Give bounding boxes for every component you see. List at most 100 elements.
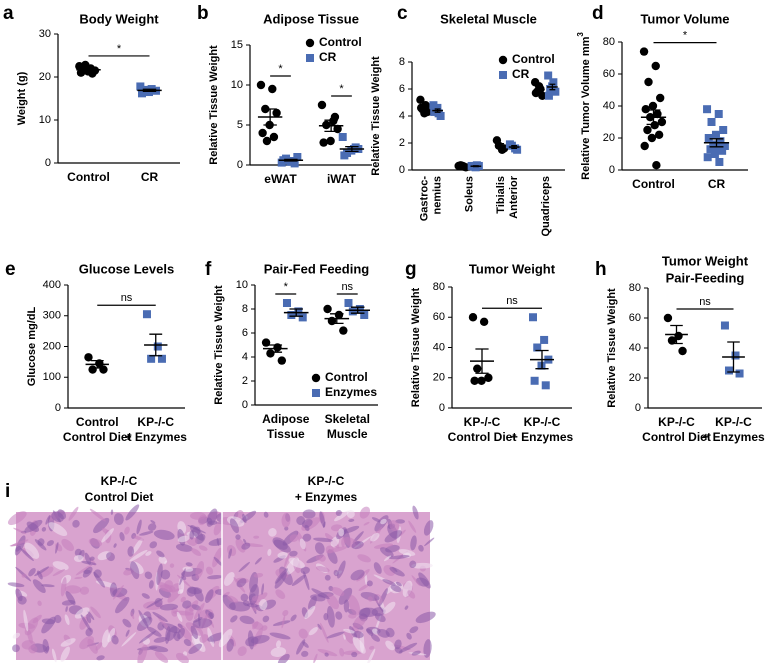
tissue-texture xyxy=(130,561,140,580)
data-point xyxy=(479,317,489,326)
legend-marker xyxy=(499,71,507,79)
data-point xyxy=(473,364,482,373)
panel-title: Body Weight xyxy=(79,11,159,26)
data-point xyxy=(416,95,425,105)
tissue-texture xyxy=(168,583,182,593)
y-tick-label: 60 xyxy=(433,311,445,323)
y-tick-label: 20 xyxy=(433,372,445,384)
error-bar xyxy=(472,165,479,168)
panel-letter: f xyxy=(205,259,212,280)
tissue-texture xyxy=(353,630,364,639)
tissue-texture xyxy=(410,535,417,551)
data-point xyxy=(544,91,553,100)
data-point xyxy=(551,87,560,96)
error-bar xyxy=(498,143,505,149)
tissue-texture xyxy=(205,609,214,619)
tissue-texture xyxy=(352,531,364,544)
data-point xyxy=(714,110,723,118)
tissue-texture xyxy=(298,628,308,639)
tissue-texture xyxy=(383,555,392,562)
y-axis-label-text: Relative Tissue Weight xyxy=(370,56,382,176)
tissue-texture xyxy=(176,574,192,588)
tissue-texture xyxy=(28,567,36,577)
tissue-texture xyxy=(412,505,419,520)
tissue-texture xyxy=(423,520,434,536)
tissue-texture xyxy=(150,520,156,524)
tissue-texture xyxy=(313,653,318,663)
tissue-texture xyxy=(164,560,168,565)
y-axis-label-text: Glucose mg/dL xyxy=(26,306,38,386)
tissue-texture xyxy=(324,652,329,657)
tissue-texture xyxy=(37,600,42,607)
data-point xyxy=(529,313,537,322)
tissue-texture xyxy=(34,539,47,551)
data-point xyxy=(713,143,722,152)
error-bar xyxy=(90,359,104,369)
data-point xyxy=(339,326,348,335)
tissue-texture xyxy=(238,561,250,573)
tissue-texture xyxy=(110,509,114,515)
tissue-texture xyxy=(87,610,95,621)
data-point xyxy=(266,349,275,358)
significance-label: * xyxy=(284,281,289,293)
legend-label: Control xyxy=(325,370,368,384)
tissue-texture xyxy=(176,611,183,622)
panel-title: Tumor Weight xyxy=(469,261,556,276)
x-tick-label: KP-/-C xyxy=(137,415,174,429)
tissue-texture xyxy=(90,606,101,619)
data-point xyxy=(711,130,720,139)
tissue-texture xyxy=(398,642,418,653)
tissue-texture xyxy=(212,547,223,568)
data-point xyxy=(99,365,108,374)
tissue-texture xyxy=(346,510,355,519)
data-point xyxy=(639,47,649,56)
tissue-texture xyxy=(112,584,124,600)
tissue-texture xyxy=(351,541,364,550)
tissue-texture xyxy=(289,534,299,542)
tissue-texture xyxy=(230,615,238,623)
data-point xyxy=(137,89,146,98)
tissue-texture xyxy=(317,623,322,630)
tissue-texture xyxy=(376,628,390,638)
tissue-texture xyxy=(7,511,27,526)
tissue-texture xyxy=(418,544,424,552)
tissue-texture xyxy=(357,554,371,563)
y-axis-label: Relative Tissue Weight xyxy=(370,56,382,176)
tissue-texture xyxy=(398,549,416,556)
tissue-texture xyxy=(326,631,345,639)
panel-title: Pair-Feeding xyxy=(666,270,745,285)
tissue-texture xyxy=(182,600,192,609)
tissue-texture xyxy=(152,611,168,623)
x-tick-label: + Enzymes xyxy=(125,430,188,444)
tissue-texture xyxy=(159,603,179,611)
y-tick-label: 60 xyxy=(629,312,641,324)
tissue-texture xyxy=(409,560,417,569)
tissue-texture xyxy=(267,548,272,557)
data-point xyxy=(326,136,335,146)
y-axis-label-text: Relative Tissue Weight xyxy=(606,288,618,408)
tissue-texture xyxy=(107,627,116,643)
data-point xyxy=(720,321,729,330)
tissue-texture xyxy=(153,529,175,540)
tissue-texture xyxy=(250,635,270,644)
tissue-texture xyxy=(380,547,394,558)
tissue-texture xyxy=(169,563,175,568)
tissue-texture xyxy=(129,549,148,562)
tissue-texture xyxy=(101,629,111,648)
tissue-texture xyxy=(394,639,402,650)
tissue-texture xyxy=(247,630,255,650)
tissue-texture xyxy=(154,651,169,663)
tissue-texture xyxy=(184,605,194,621)
data-point xyxy=(355,305,364,313)
x-tick-label: Control Diet xyxy=(642,430,711,444)
tissue-texture xyxy=(311,588,330,600)
tissue-texture xyxy=(149,645,169,653)
data-point xyxy=(256,80,266,90)
tissue-texture xyxy=(177,627,185,640)
tissue-texture xyxy=(12,644,20,653)
y-axis-label: Relative Tissue Weight xyxy=(213,285,225,405)
image-label: Control Diet xyxy=(85,490,154,504)
y-axis-label: Weight (g) xyxy=(16,71,28,125)
x-tick-label: Adipose xyxy=(262,412,310,426)
tissue-texture xyxy=(124,526,130,535)
